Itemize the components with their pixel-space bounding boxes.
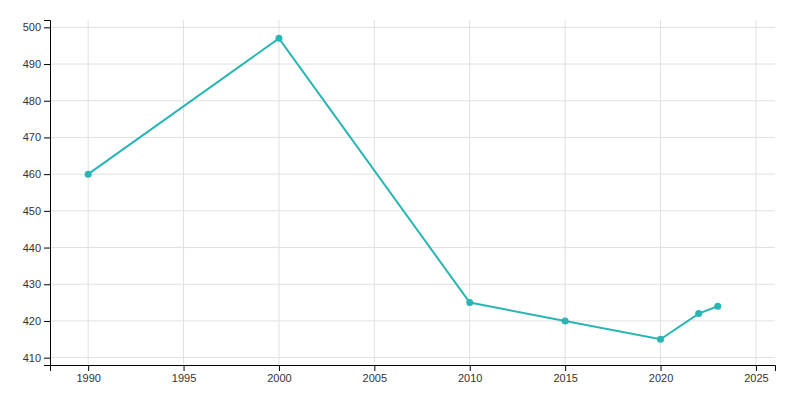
x-tick-mark — [374, 365, 375, 371]
x-grid-line — [374, 20, 375, 365]
y-tick-mark — [44, 27, 50, 28]
y-tick-mark — [44, 101, 50, 102]
x-tick-mark — [184, 365, 185, 371]
x-tick: 1990 — [76, 365, 100, 384]
x-tick: 2025 — [744, 365, 768, 384]
x-axis: 1990 1995 2000 2005 2010 2015 2020 2025 — [51, 365, 776, 384]
x-tick-mark — [756, 365, 757, 371]
y-tick-label: 410 — [23, 352, 41, 364]
x-grid-line — [565, 20, 566, 365]
y-tick: 470 — [23, 131, 50, 143]
x-grid-line — [660, 20, 661, 365]
chart-svg: 1990 1995 2000 2005 2010 2015 2020 2025 410 420 43… — [0, 0, 800, 400]
marker — [714, 303, 721, 310]
marker — [657, 336, 664, 343]
line — [88, 38, 718, 339]
x-tick-label: 2025 — [744, 372, 768, 384]
y-tick: 460 — [23, 168, 50, 180]
y-grid-line — [50, 137, 775, 138]
y-tick-label: 460 — [23, 168, 41, 180]
x-tick-mark — [565, 365, 566, 371]
x-grid-line — [755, 20, 756, 365]
x-tick-mark — [88, 365, 89, 371]
x-tick-label: 2010 — [458, 372, 482, 384]
x-grid-line — [183, 20, 184, 365]
y-tick-label: 420 — [23, 315, 41, 327]
y-tick-mark — [44, 358, 50, 359]
y-tick-mark — [44, 174, 50, 175]
x-grid-line — [469, 20, 470, 365]
y-tick-label: 440 — [23, 242, 41, 254]
x-grid-line — [278, 20, 279, 365]
y-grid-line — [50, 210, 775, 211]
y-grid-line — [50, 100, 775, 101]
marker — [695, 310, 702, 317]
x-tick-mark — [279, 365, 280, 371]
x-tick: 2005 — [363, 365, 387, 384]
x-tick: 2010 — [458, 365, 482, 384]
x-tick-label: 2005 — [363, 372, 387, 384]
y-tick-label: 430 — [23, 278, 41, 290]
y-tick-label: 500 — [23, 21, 41, 33]
y-tick: 420 — [23, 315, 50, 327]
y-grid-line — [50, 320, 775, 321]
y-tick: 500 — [23, 21, 50, 33]
x-tick: 2015 — [553, 365, 577, 384]
y-tick: 430 — [23, 278, 50, 290]
y-grid-line — [50, 357, 775, 358]
y-tick-label: 470 — [23, 131, 41, 143]
x-tick-label: 2020 — [649, 372, 673, 384]
y-tick: 450 — [23, 205, 50, 217]
y-axis-line — [44, 21, 51, 366]
chart-container: 1990 1995 2000 2005 2010 2015 2020 2025 410 420 43… — [0, 0, 800, 400]
x-tick: 2000 — [267, 365, 291, 384]
x-tick: 2020 — [649, 365, 673, 384]
x-tick-mark — [661, 365, 662, 371]
y-grid-line — [50, 247, 775, 248]
y-grid-line — [50, 284, 775, 285]
x-tick-label: 2015 — [553, 372, 577, 384]
marker — [562, 317, 569, 324]
y-tick: 410 — [23, 352, 50, 364]
y-axis: 410 420 430 440 450 460 470 480 490 500 — [23, 21, 51, 366]
y-grid-line — [50, 174, 775, 175]
grid — [50, 20, 775, 365]
x-tick-label: 1990 — [76, 372, 100, 384]
marker — [466, 299, 473, 306]
x-axis-line — [51, 366, 776, 372]
y-tick: 490 — [23, 58, 50, 70]
y-tick-label: 490 — [23, 58, 41, 70]
x-tick-label: 1995 — [172, 372, 196, 384]
y-tick-mark — [44, 284, 50, 285]
y-grid-line — [50, 27, 775, 28]
y-tick-mark — [44, 137, 50, 138]
y-tick-label: 480 — [23, 95, 41, 107]
marks — [85, 35, 722, 343]
y-tick-mark — [44, 248, 50, 249]
x-tick: 1995 — [172, 365, 196, 384]
plot: 1990 1995 2000 2005 2010 2015 2020 2025 410 420 43… — [23, 20, 776, 384]
y-tick-mark — [44, 211, 50, 212]
y-tick-mark — [44, 64, 50, 65]
y-grid-line — [50, 64, 775, 65]
y-tick-label: 450 — [23, 205, 41, 217]
y-tick: 480 — [23, 95, 50, 107]
y-tick-mark — [44, 321, 50, 322]
x-grid-line — [88, 20, 89, 365]
x-tick-mark — [470, 365, 471, 371]
y-tick: 440 — [23, 242, 50, 254]
marker — [85, 171, 92, 178]
marker — [275, 35, 282, 42]
x-tick-label: 2000 — [267, 372, 291, 384]
